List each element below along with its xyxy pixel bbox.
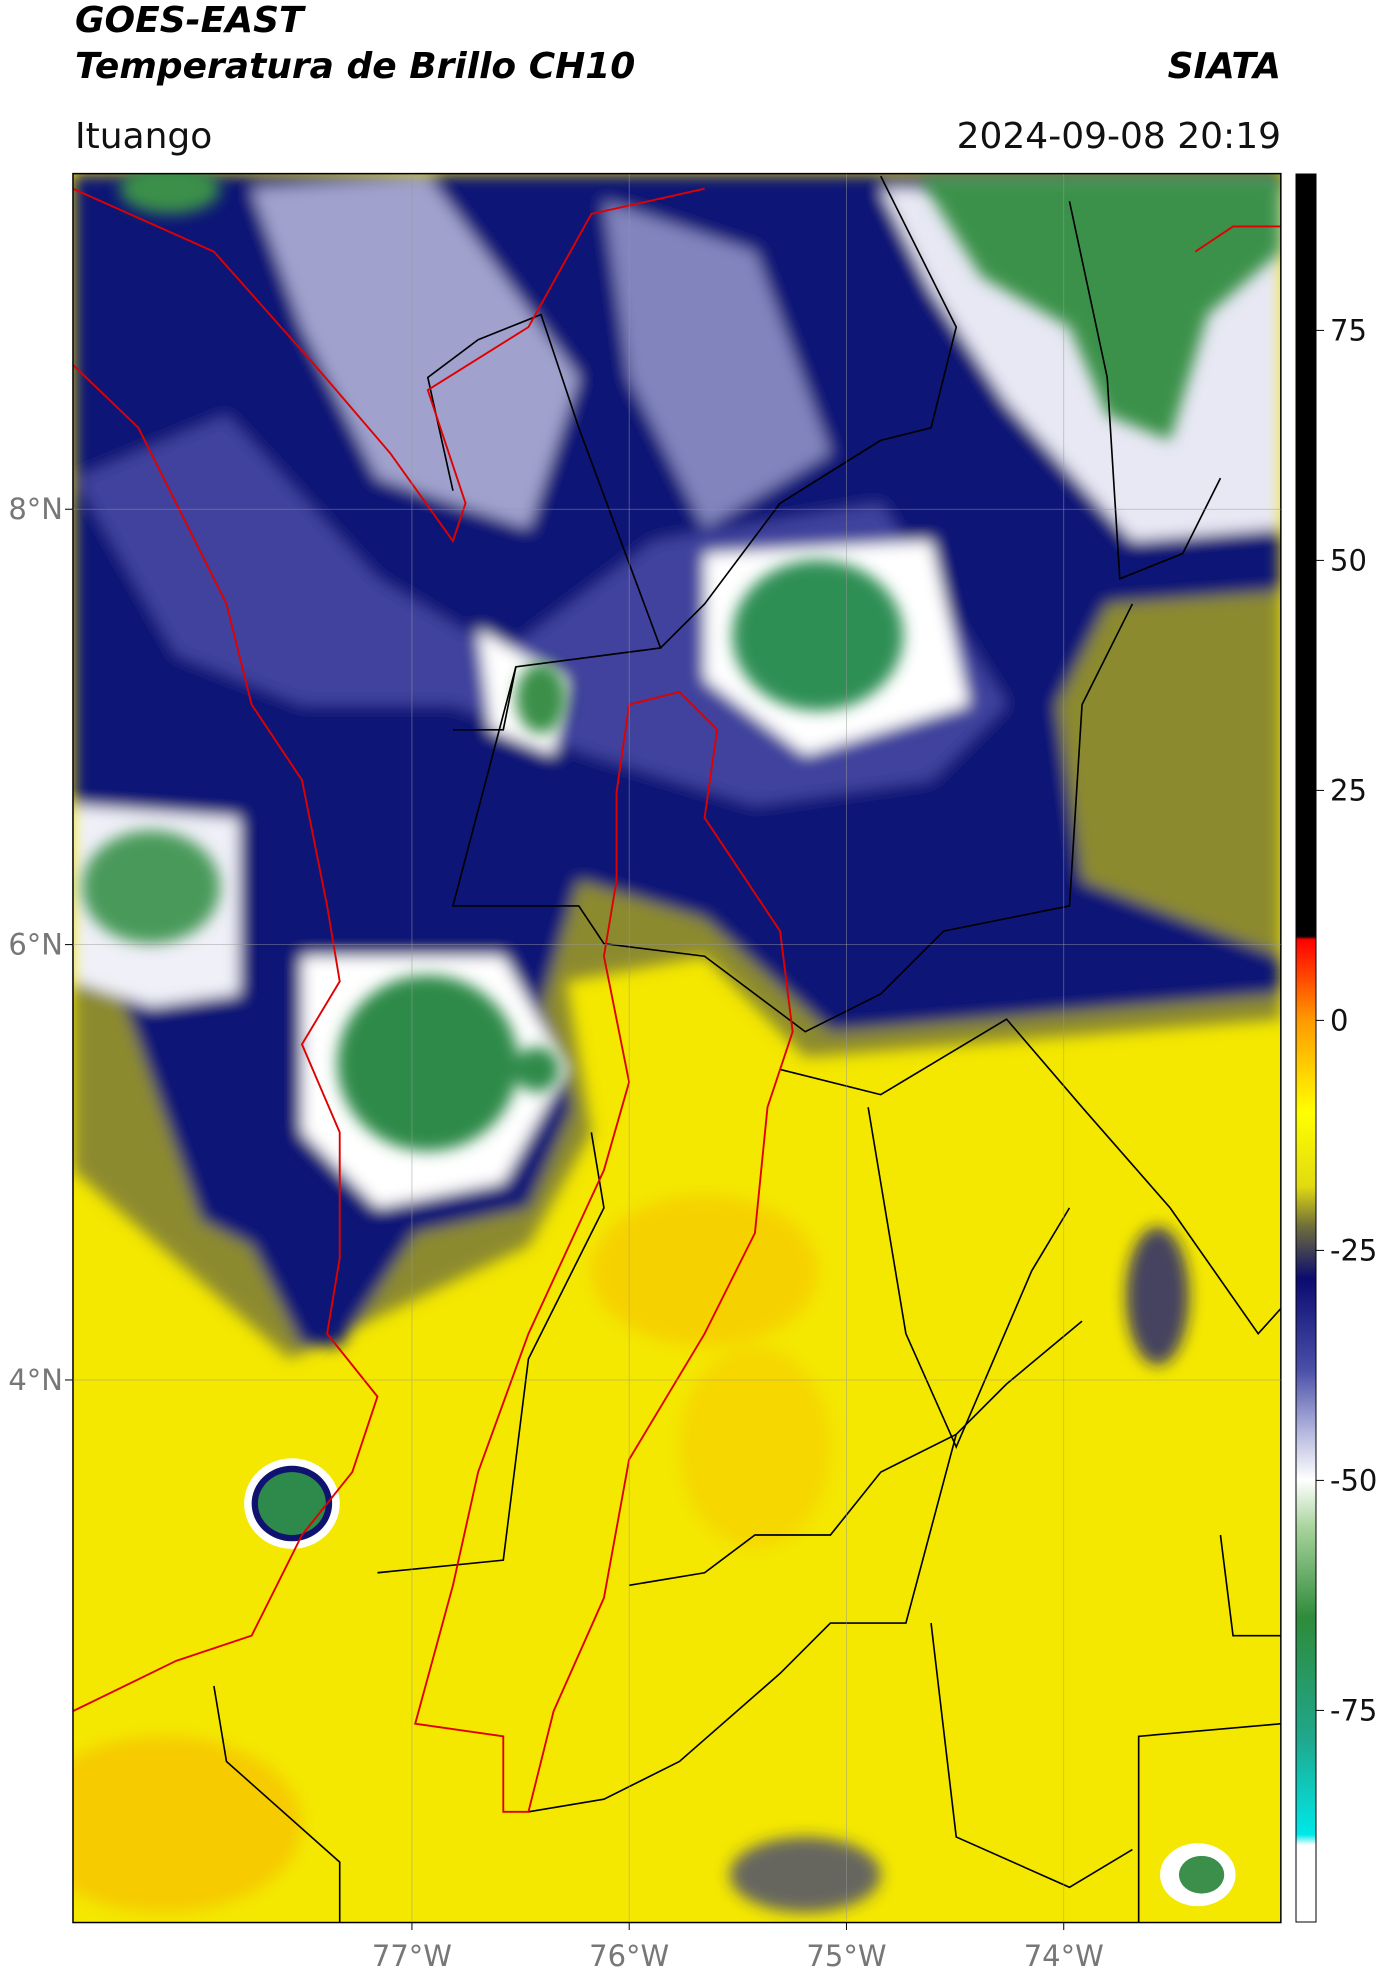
colorbar-tick-label: -25 — [1330, 1233, 1377, 1267]
colorbar-ticks: 75 50 25 0 -25 -50 -75 — [1316, 313, 1377, 1727]
x-tick-label: 75°W — [806, 1939, 886, 1973]
colorbar-tick-label: -75 — [1330, 1693, 1377, 1727]
source: SIATA — [1168, 46, 1281, 87]
x-tick-label: 77°W — [372, 1939, 452, 1973]
grid — [73, 174, 1281, 1922]
subtitle: Temperatura de Brillo CH10 — [75, 46, 635, 87]
colorbar-tick-label: 25 — [1330, 773, 1367, 807]
title: GOES-EAST — [75, 0, 306, 41]
y-tick-label: 4°N — [8, 1363, 63, 1397]
colorbar-tick-label: 75 — [1330, 313, 1367, 347]
axes: 77°W 76°W 75°W 74°W 8°N 6°N 4°N — [8, 492, 1103, 1973]
colorbar — [1295, 173, 1317, 1923]
y-tick-label: 8°N — [8, 492, 63, 526]
x-tick-label: 76°W — [589, 1939, 669, 1973]
y-tick-label: 6°N — [8, 928, 63, 962]
x-tick-label: 74°W — [1024, 1939, 1104, 1973]
satellite-image — [72, 172, 1282, 1924]
location: Ituango — [75, 116, 212, 157]
colorbar-tick-label: -50 — [1330, 1463, 1377, 1497]
datetime: 2024-09-08 20:19 — [957, 116, 1281, 157]
colorbar-tick-label: 0 — [1330, 1003, 1348, 1037]
colorbar-tick-label: 50 — [1330, 543, 1367, 577]
